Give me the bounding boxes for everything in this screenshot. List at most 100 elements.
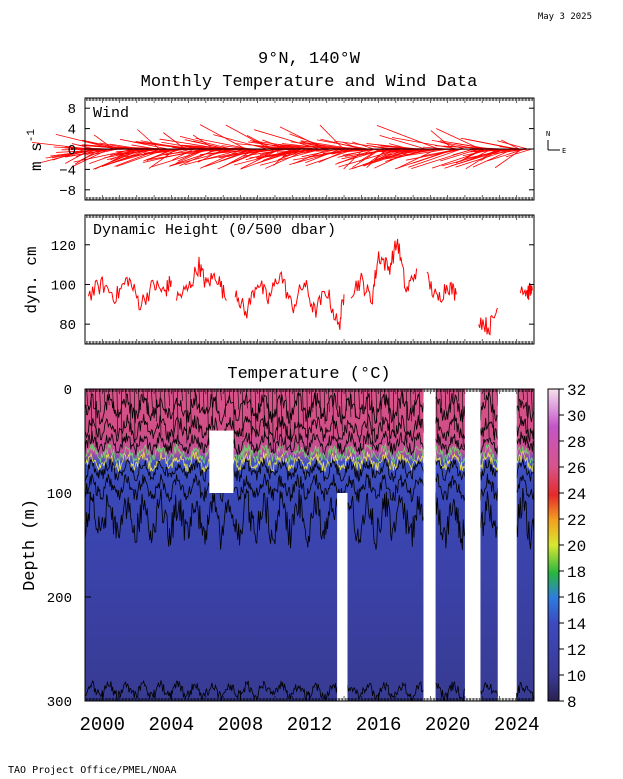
wind-vector	[505, 148, 533, 158]
temperature-y-tick-label: 300	[47, 695, 72, 711]
temperature-contour	[99, 388, 101, 413]
temperature-contour	[237, 388, 239, 410]
wind-vector	[195, 138, 250, 150]
wind-vector	[200, 148, 243, 169]
temperature-contour	[380, 388, 382, 421]
dynamic-height-panel-label: Dynamic Height (0/500 dbar)	[93, 222, 336, 239]
dynamic-height-y-tick-label: 80	[59, 318, 76, 334]
temperature-contour	[444, 388, 447, 410]
colorbar-tick-label: 32	[567, 382, 586, 400]
wind-y-tick-label: 8	[68, 102, 76, 118]
temperature-contour	[250, 388, 252, 450]
temperature-contour	[190, 388, 192, 425]
temperature-contour	[414, 388, 417, 400]
temperature-contour	[108, 388, 110, 406]
temperature-contour	[319, 388, 322, 419]
wind-vector	[213, 134, 268, 150]
temperature-contour	[198, 388, 201, 411]
colorbar-fill	[547, 388, 560, 702]
wind-y-axis-label-sup: -1	[26, 129, 38, 143]
temperature-x-tick-label: 2016	[356, 714, 402, 736]
wind-vector	[162, 132, 186, 150]
temperature-contour	[457, 388, 460, 402]
temperature-contour	[371, 388, 373, 450]
temperature-contour	[328, 388, 330, 412]
temperature-contour	[462, 388, 464, 447]
temperature-contour	[293, 388, 296, 407]
temperature-contour	[84, 472, 535, 503]
temperature-contour	[86, 388, 88, 407]
dynamic-height-line	[350, 238, 418, 305]
temperature-contour	[280, 388, 283, 448]
temperature-y-axis-label: Depth (m)	[21, 499, 40, 591]
temperature-data-gap	[337, 493, 348, 701]
temperature-contour	[487, 388, 490, 439]
wind-vector	[280, 144, 318, 150]
temperature-contour	[276, 388, 278, 440]
temperature-contour	[259, 388, 261, 412]
temperature-contour	[267, 388, 270, 449]
temperature-contour	[483, 388, 486, 401]
temperature-contour	[367, 388, 369, 445]
temperature-contour	[522, 388, 524, 400]
temperature-contour	[272, 388, 274, 449]
temperature-contour	[138, 388, 140, 413]
temperature-contour	[323, 388, 326, 425]
temperature-contour	[207, 388, 209, 445]
temperature-contour	[453, 388, 455, 431]
temperature-contour	[241, 388, 244, 438]
wind-vector	[376, 124, 439, 150]
temperature-contour	[449, 388, 451, 413]
temperature-contour	[405, 388, 408, 443]
wind-vector	[290, 141, 343, 150]
temperature-contour	[84, 457, 535, 483]
temperature-contour	[120, 388, 123, 449]
wind-vector	[265, 148, 310, 169]
temperature-contour	[151, 388, 153, 408]
wind-vector	[497, 140, 528, 150]
dynamic-height-line	[478, 307, 499, 336]
temperature-contour	[436, 388, 438, 439]
temperature-data-gap	[497, 389, 517, 701]
wind-vector	[119, 138, 168, 150]
wind-vector	[137, 129, 160, 150]
temperature-contour	[155, 388, 157, 422]
temperature-x-tick-label: 2024	[494, 714, 540, 736]
temperature-x-axis: 2000 2004 2008 2012 2016 2020 2024	[79, 693, 540, 736]
wind-vector	[487, 148, 525, 162]
temperature-y-tick-label: 200	[47, 591, 72, 607]
wind-vector	[494, 148, 523, 169]
temperature-contour	[332, 388, 334, 441]
wind-vector	[319, 124, 344, 150]
dynamic-height-y-tick-label: 100	[51, 278, 76, 294]
temperature-contour	[168, 388, 170, 407]
temperature-x-tick-label: 2020	[425, 714, 471, 736]
footer-credit: TAO Project Office/PMEL/NOAA	[8, 765, 177, 776]
temperature-contour	[388, 388, 391, 442]
temperature-contour	[224, 388, 227, 417]
chart-title-location: 9°N, 140°W	[258, 50, 361, 69]
colorbar-tick-label: 14	[567, 616, 586, 634]
temperature-contour	[164, 388, 166, 415]
wind-y-tick-label: 4	[68, 123, 76, 139]
temperature-contour	[90, 388, 93, 443]
wind-y-tick-label: −8	[59, 184, 76, 200]
temperature-contour	[146, 388, 149, 416]
wind-panel-label: Wind	[93, 105, 129, 122]
wind-vector	[225, 124, 271, 150]
colorbar-tick-label: 28	[567, 434, 586, 452]
temperature-contour	[263, 388, 265, 438]
temperature-contour	[112, 388, 114, 411]
temperature-data-gap	[423, 389, 436, 701]
temperature-field	[85, 389, 534, 701]
temperature-contour	[84, 442, 535, 465]
temperature-contour	[397, 388, 399, 427]
wind-vector	[316, 139, 368, 150]
temperature-contour	[84, 450, 535, 473]
wind-vector	[408, 148, 462, 168]
temperature-contour	[172, 388, 175, 443]
temperature-contour	[202, 388, 205, 415]
wind-vector	[305, 148, 341, 164]
temperature-x-tick-label: 2004	[149, 714, 195, 736]
